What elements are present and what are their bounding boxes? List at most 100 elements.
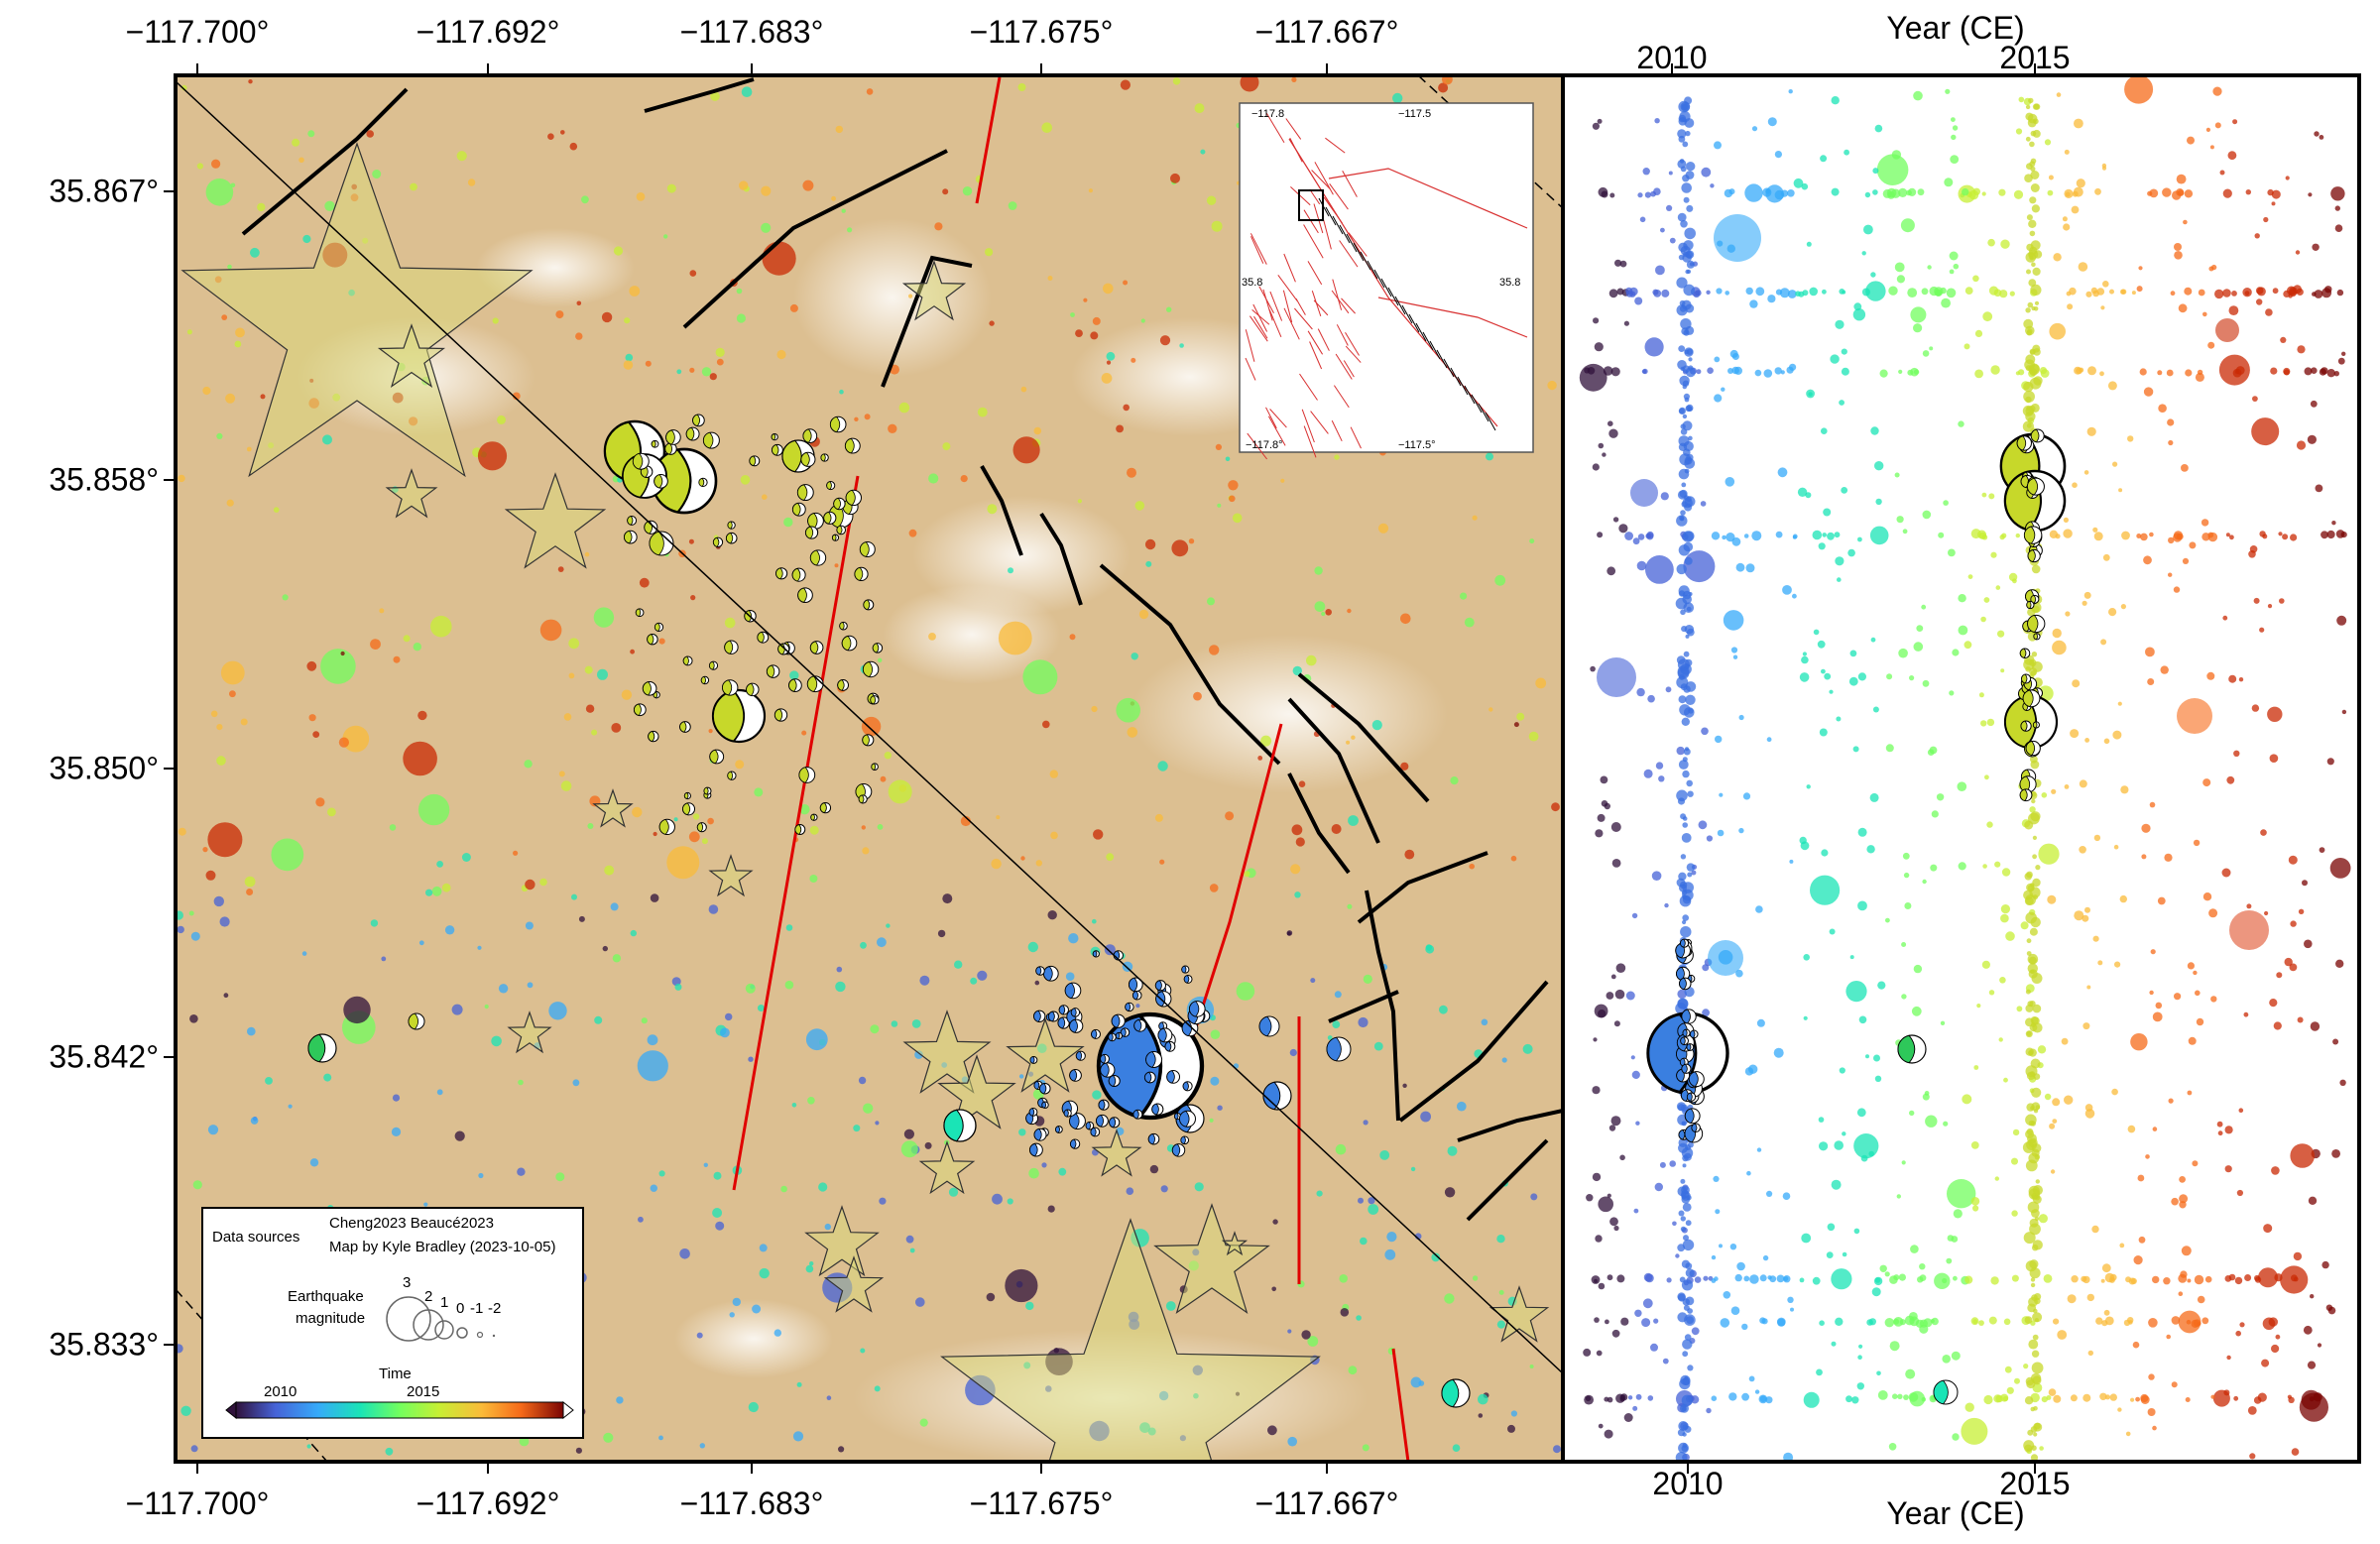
- timeline-event: [2217, 1130, 2223, 1136]
- timeline-event: [1958, 625, 1968, 636]
- timeline-event: [2176, 533, 2184, 540]
- earthquake-event: [1122, 961, 1133, 972]
- earthquake-event: [240, 718, 248, 726]
- timeline-event: [2101, 1320, 2108, 1327]
- earthquake-event: [875, 1121, 880, 1126]
- timeline-event-2010: [1682, 1239, 1695, 1251]
- earthquake-event: [584, 551, 590, 557]
- earthquake-event: [1091, 705, 1098, 713]
- timeline-event: [2138, 266, 2143, 271]
- timeline-event: [1714, 1276, 1719, 1281]
- earthquake-event: [1206, 195, 1217, 205]
- timeline-event: [2053, 253, 2062, 262]
- timeline-event: [1837, 577, 1842, 582]
- timeline-event: [1978, 532, 1987, 539]
- timeline-event: [1736, 1261, 1745, 1271]
- earthquake-event: [1103, 283, 1114, 295]
- timeline-event-2010: [1677, 667, 1690, 679]
- earthquake-event: [884, 752, 892, 760]
- timeline-event: [2285, 176, 2290, 180]
- timeline-event-2015: [2033, 376, 2043, 386]
- timeline-event: [2100, 1278, 2105, 1283]
- earthquake-event: [477, 945, 482, 950]
- timeline-event: [1722, 534, 1726, 540]
- timeline-event: [1953, 263, 1960, 270]
- earthquake-event: [1215, 443, 1222, 450]
- timeline-event: [1783, 1276, 1789, 1281]
- inset-fault-black: [1450, 367, 1462, 387]
- earthquake-event: [861, 716, 882, 737]
- timeline-focal-mechanism-small: [2025, 740, 2041, 757]
- focal-mechanism-small: [679, 721, 691, 733]
- inset-fault-black: [1415, 322, 1427, 342]
- earthquake-event: [835, 125, 843, 134]
- timeline-event: [1754, 369, 1762, 377]
- earthquake-event: [327, 807, 336, 817]
- focal-mechanism-small: [1063, 1109, 1072, 1118]
- inset-fault: [1250, 236, 1264, 264]
- lon-tick-top-5: −117.667°: [1254, 14, 1399, 50]
- inset-fault: [1265, 407, 1277, 429]
- timeline-event: [1609, 192, 1615, 198]
- timeline-event: [1759, 1395, 1767, 1402]
- earthquake-event: [987, 504, 998, 515]
- timeline-event: [1998, 188, 2006, 196]
- timeline-event: [1612, 517, 1619, 523]
- earthquake-event: [271, 838, 304, 872]
- timeline-top-tick-2010: 2010: [1636, 40, 1708, 75]
- earthquake-event: [563, 713, 572, 721]
- timeline-event: [1598, 1010, 1606, 1018]
- lon-tick-top-4: −117.675°: [969, 14, 1114, 50]
- earthquake-event: [302, 234, 311, 244]
- focal-mechanism-small: [1131, 990, 1142, 1001]
- earthquake-event: [381, 956, 387, 962]
- earthquake-event: [1172, 77, 1181, 85]
- timeline-event: [1721, 387, 1726, 392]
- earthquake-event: [343, 996, 371, 1024]
- timeline-event: [2143, 555, 2152, 565]
- inset-fault: [1245, 357, 1256, 381]
- earthquake-event: [928, 473, 939, 484]
- timeline-event: [1970, 1141, 1979, 1149]
- timeline-event: [1806, 784, 1811, 789]
- timeline-event-2010: [1682, 1351, 1689, 1358]
- timeline-event: [1653, 187, 1661, 195]
- timeline-event: [1962, 187, 1969, 196]
- earthquake-event: [699, 1443, 705, 1449]
- earthquake-event: [1127, 467, 1136, 478]
- timeline-event-2015: [2030, 183, 2040, 192]
- timeline-event: [1821, 427, 1828, 435]
- timeline-event: [2232, 368, 2242, 378]
- earthquake-event: [1298, 780, 1306, 787]
- timeline-event: [2178, 303, 2188, 313]
- timeline-event-2015: [2034, 1154, 2041, 1160]
- focal-mechanism-small: [791, 502, 806, 517]
- inset-bottom-lon-right: −117.5°: [1398, 439, 1436, 451]
- timeline-event: [2174, 250, 2183, 260]
- timeline-event-2015: [2031, 564, 2041, 574]
- timeline-event: [1946, 1257, 1953, 1264]
- earthquake-events: [176, 75, 1561, 1456]
- timeline-event: [1616, 1274, 1625, 1283]
- timeline-event: [2094, 187, 2101, 195]
- timeline-focal-mechanism-small: [2023, 526, 2043, 544]
- earthquake-event: [630, 929, 637, 937]
- timeline-event: [2184, 287, 2193, 296]
- focal-mechanism-small: [1115, 1031, 1123, 1040]
- timeline-event-2015: [2032, 1143, 2042, 1153]
- timeline-event: [1856, 1108, 1866, 1118]
- timeline-event-2015: [2025, 1047, 2034, 1056]
- timeline-event: [1655, 762, 1664, 770]
- earthquake-event: [805, 1264, 814, 1273]
- timeline-event: [2269, 754, 2279, 763]
- timeline-event: [2064, 1095, 2074, 1105]
- earthquake-event: [603, 1432, 614, 1443]
- earthquake-event: [177, 925, 184, 934]
- earthquake-event: [1289, 1048, 1297, 1057]
- earthquake-event: [676, 369, 682, 375]
- earthquake-event: [801, 730, 807, 736]
- timeline-focal-mechanism-small: [1680, 938, 1690, 948]
- earthquake-event: [739, 180, 749, 190]
- timeline-event: [1592, 463, 1600, 471]
- timeline-event: [1594, 1317, 1600, 1323]
